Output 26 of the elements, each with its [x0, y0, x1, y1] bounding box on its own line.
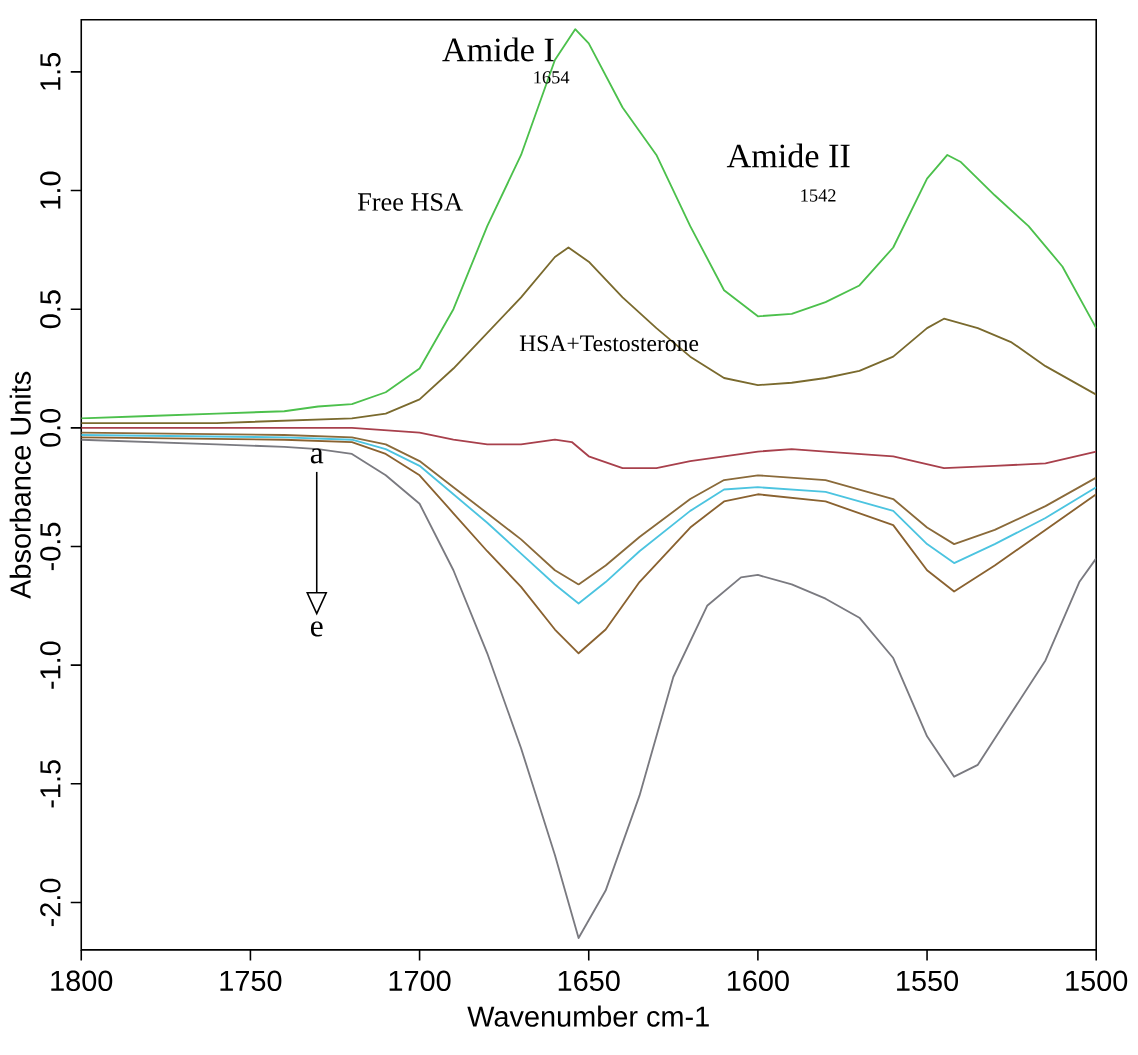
line-series [81, 426, 1097, 469]
x-tick-label: 1700 [389, 970, 451, 991]
y-tick-label: -2.0 [40, 878, 61, 926]
annotation: 1542 [801, 189, 836, 202]
annotation: a [310, 448, 324, 464]
y-tick-label: 1.0 [40, 171, 61, 209]
y-axis-title: Absorbance Units [9, 371, 31, 599]
annotation: Amide I [442, 37, 554, 62]
y-tick-label: 0.5 [40, 290, 61, 328]
x-axis-title: Wavenumber cm-1 [467, 1005, 709, 1027]
x-tick-label: 1600 [727, 970, 789, 991]
y-tick-label: 0.0 [40, 408, 61, 447]
x-tick-label: 1750 [220, 970, 282, 991]
x-tick-label: 1500 [1066, 970, 1128, 991]
x-tick-label: 1800 [51, 970, 113, 991]
line-series [81, 28, 1097, 420]
x-tick-label: 1550 [897, 970, 959, 991]
y-tick-label: 1.5 [40, 52, 61, 90]
annotation: e [310, 621, 323, 637]
line-series [81, 438, 1097, 939]
annotation: Amide II [726, 143, 850, 168]
y-tick-label: -1.5 [40, 759, 61, 808]
x-tick-label: 1650 [558, 970, 620, 991]
y-tick-label: -0.5 [40, 522, 61, 570]
annotation: Free HSA [357, 193, 463, 211]
y-tick-label: -1.0 [40, 641, 61, 689]
